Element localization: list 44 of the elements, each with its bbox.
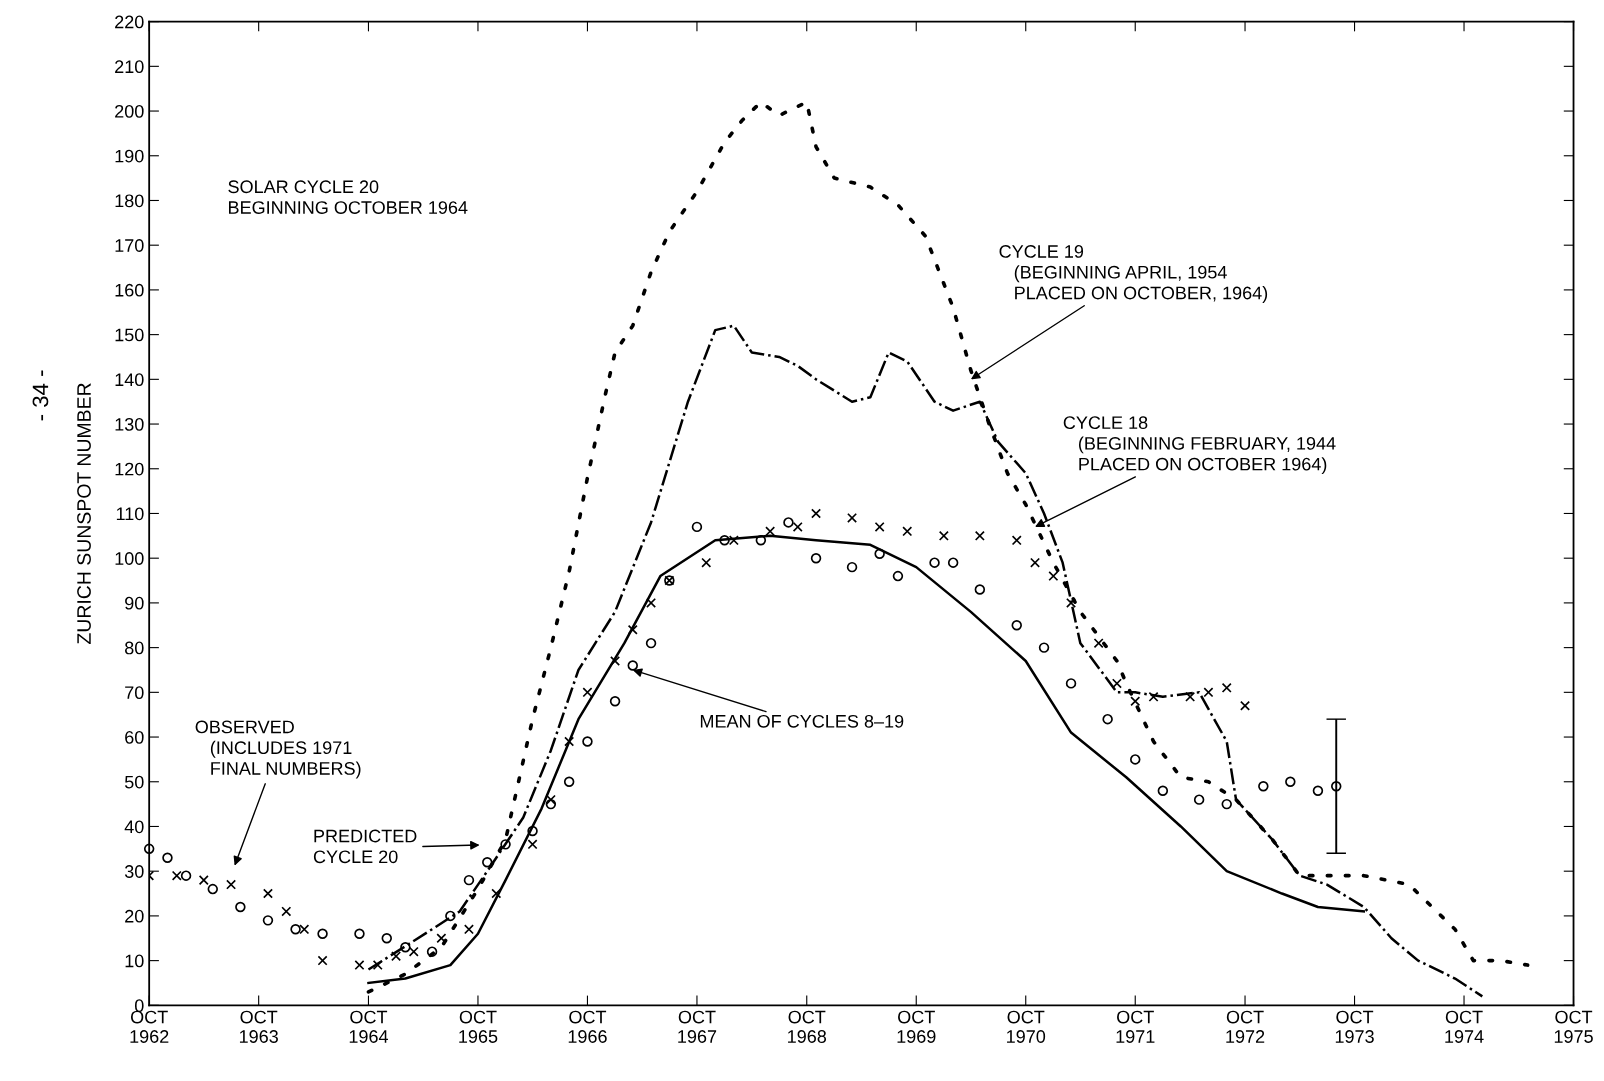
y-tick-label: 110 [116, 507, 144, 521]
x-tick-label: OCT 1965 [459, 1010, 498, 1043]
x-tick-label: OCT 1967 [678, 1010, 717, 1043]
annotation: CYCLE 18 (BEGINNING FEBRUARY, 1944 PLACED ON OCTOBER 1964) [1063, 416, 1336, 475]
y-tick-label: 90 [125, 596, 144, 610]
y-tick-label: 220 [115, 15, 144, 29]
y-tick-label: 160 [115, 283, 144, 297]
x-tick-label: OCT 1963 [239, 1010, 278, 1043]
y-tick-label: 130 [115, 417, 144, 431]
text: - 34 - [32, 370, 49, 421]
x-tick-label: OCT 1975 [1554, 1010, 1593, 1043]
y-tick-label: 70 [125, 686, 144, 700]
x-tick-label: OCT 1970 [1007, 1010, 1046, 1043]
y-axis-title: ZURICH SUNSPOT NUMBER [77, 383, 91, 644]
y-tick-label: 30 [124, 865, 144, 878]
x-tick-label: OCT 1974 [1445, 1010, 1484, 1043]
y-tick-label: 170 [115, 239, 144, 252]
x-tick-label: OCT 1962 [130, 1010, 169, 1043]
x-tick-label: OCT 1972 [1226, 1010, 1265, 1043]
annotation: MEAN OF CYCLES 8–19 [700, 714, 904, 728]
y-tick-label: 10 [125, 954, 144, 968]
y-tick-label: 210 [115, 60, 144, 74]
y-tick-label: 60 [125, 730, 144, 744]
annotation: PREDICTED CYCLE 20 [313, 829, 417, 864]
annotation: OBSERVED (INCLUDES 1971 FINAL NUMBERS) [195, 720, 361, 779]
y-tick-label: 80 [125, 641, 144, 655]
y-tick-label: 200 [115, 104, 144, 118]
x-tick-label: OCT 1969 [897, 1010, 936, 1043]
x-tick-label: OCT 1968 [788, 1010, 827, 1043]
y-tick-label: 140 [115, 373, 144, 387]
annotation: SOLAR CYCLE 20 BEGINNING OCTOBER 1964 [228, 180, 468, 214]
x-tick-label: OCT 1966 [568, 1010, 607, 1043]
x-tick-label: OCT 1973 [1335, 1010, 1374, 1043]
y-tick-label: 150 [115, 328, 144, 342]
y-tick-label: 50 [124, 775, 144, 789]
x-tick-label: OCT 1971 [1116, 1010, 1155, 1043]
y-tick-label: 20 [125, 909, 144, 923]
y-tick-label: 190 [115, 149, 144, 163]
annotation: CYCLE 19 (BEGINNING APRIL, 1954 PLACED ON OCTOBER, 1964) [999, 245, 1268, 303]
y-tick-label: 180 [115, 194, 144, 208]
y-tick-label: 100 [115, 552, 144, 565]
x-tick-label: OCT 1964 [349, 1010, 389, 1043]
y-tick-label: 120 [115, 462, 144, 476]
y-tick-label: 40 [124, 820, 144, 834]
